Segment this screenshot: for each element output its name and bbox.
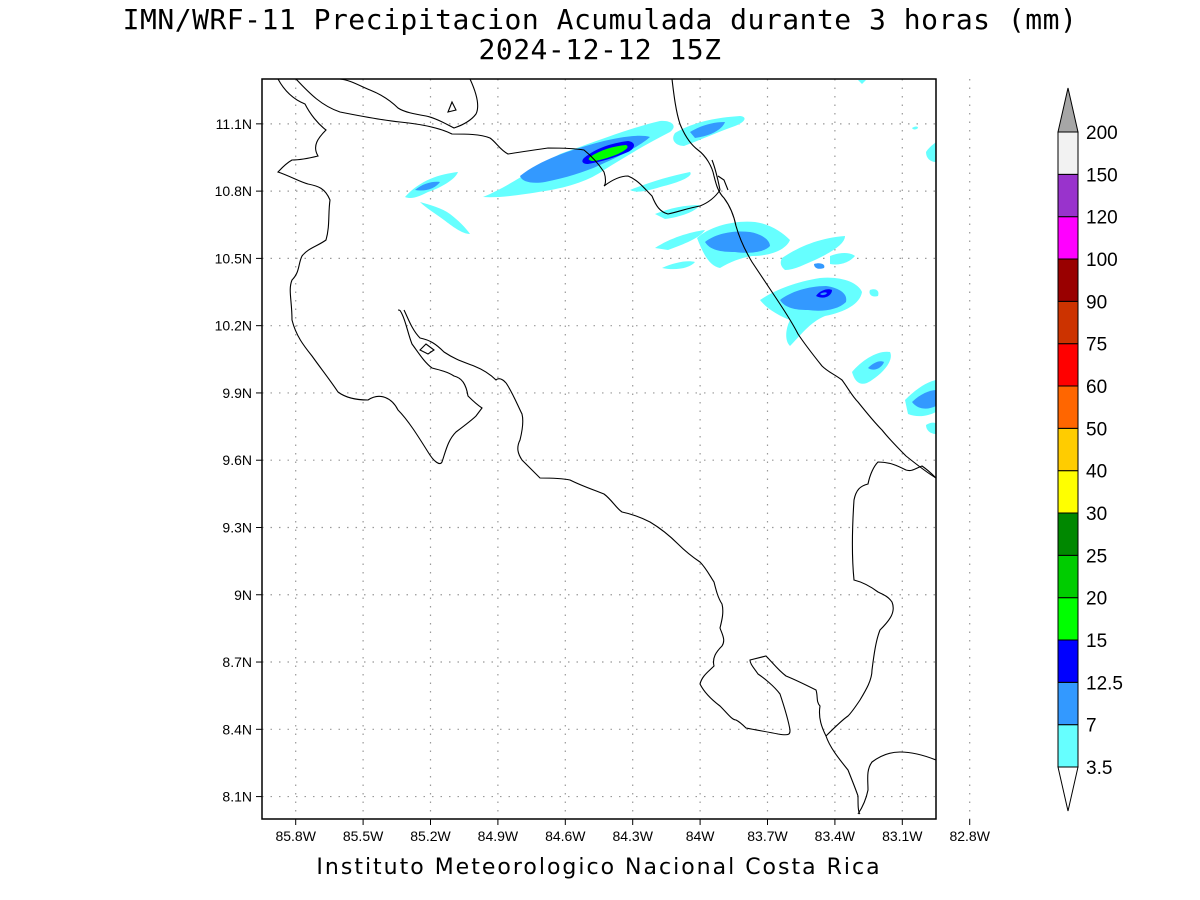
colorbar-level-label: 20 — [1086, 589, 1107, 610]
caribbean-coast — [671, 79, 936, 479]
rain-max-core-1 — [588, 145, 628, 161]
latitude-tick-label: 10.2N — [215, 318, 252, 334]
colorbar-level-label: 60 — [1086, 377, 1107, 398]
rain-band-central-5 — [869, 289, 879, 297]
longitude-tick-label: 84.6W — [545, 828, 586, 844]
longitude-tick-label: 82.8W — [949, 828, 990, 844]
latitude-tick-label: 9.3N — [222, 519, 252, 535]
rain-core-8 — [912, 390, 936, 409]
latitude-tick-label: 9N — [234, 587, 252, 603]
colorbar-level-label: 12.5 — [1086, 673, 1123, 694]
colorbar-swatch — [1057, 427, 1079, 472]
longitude-tick-label: 84.9W — [478, 828, 519, 844]
longitude-tick-label: 85.5W — [343, 828, 384, 844]
rain-band-central-3 — [830, 253, 855, 265]
latitude-tick-label: 11.1N — [216, 116, 252, 132]
longitude-tick-label: 85.8W — [275, 828, 316, 844]
colorbar-level-label: 50 — [1086, 419, 1107, 440]
osa-peninsula — [825, 461, 936, 737]
southern-border — [857, 751, 936, 815]
latitude-tick-labels: 11.1N 10.8N 10.5N 10.2N 9.9N 9.6N 9.3N 9N 8.7N 8.… — [215, 116, 262, 805]
colorbar-swatch — [1057, 512, 1079, 556]
colorbar-level-label: 200 — [1086, 123, 1118, 144]
rain-band-east-5 — [912, 126, 918, 130]
map-title: IMN/WRF-11 Precipitacion Acumulada duran… — [122, 3, 1078, 36]
map-frame — [261, 78, 937, 820]
latitude-tick-label: 9.6N — [222, 452, 252, 468]
rain-core-4 — [705, 231, 770, 253]
rain-core-3 — [690, 122, 725, 138]
colorbar-swatch — [1057, 724, 1079, 768]
longitude-tick-label: 83.7W — [747, 828, 788, 844]
colorbar-swatch — [1057, 300, 1079, 345]
rain-core-6 — [814, 263, 825, 269]
colorbar-swatch — [1057, 597, 1079, 641]
colorbar-swatch — [1057, 131, 1079, 175]
colorbar-bottom-arrow — [1057, 766, 1079, 812]
nicaragua-north-coast — [339, 79, 479, 129]
map-footer-credit: Instituto Meteorologico Nacional Costa R… — [316, 855, 882, 880]
latitude-tick-label: 10.5N — [215, 250, 252, 266]
longitude-tick-label: 84W — [686, 828, 716, 844]
latitude-tick-label: 10.8N — [215, 183, 252, 199]
colorbar-swatch — [1057, 639, 1079, 683]
colorbar-swatch — [1057, 554, 1079, 599]
colorbar-legend: 3.5 7 12.5 15 20 25 30 40 50 60 75 90 100 120 150 200 — [1057, 87, 1123, 812]
nicaragua-border — [295, 79, 721, 215]
map-gridlines — [262, 79, 971, 819]
colorbar-swatch — [1057, 258, 1079, 302]
rain-band-north-7 — [655, 230, 705, 250]
colorbar-level-label: 90 — [1086, 292, 1107, 313]
chira-island — [419, 343, 435, 355]
rain-band-north-8 — [662, 261, 695, 270]
river-outlet — [717, 175, 729, 191]
precipitation-field — [405, 80, 936, 434]
colorbar-level-label: 150 — [1086, 165, 1118, 186]
colorbar-level-label: 15 — [1086, 631, 1107, 652]
rain-band-east-3 — [926, 422, 936, 434]
colorbar-level-label: 40 — [1086, 462, 1107, 483]
colorbar-top-arrow — [1057, 87, 1079, 133]
rain-band-east-4 — [926, 142, 936, 162]
rain-max-center-2 — [820, 292, 827, 296]
colorbar-level-label: 25 — [1086, 546, 1107, 567]
island-shape — [447, 100, 457, 113]
coastline-and-borders — [276, 79, 936, 815]
latitude-tick-label: 8.7N — [222, 654, 252, 670]
longitude-tick-label: 83.4W — [815, 828, 856, 844]
nicaragua-lake-coast — [276, 79, 483, 465]
latitude-tick-label: 8.1N — [222, 789, 252, 805]
colorbar-level-label: 3.5 — [1086, 758, 1112, 779]
rain-core-1 — [415, 181, 440, 191]
rain-band-north-2 — [420, 202, 470, 234]
longitude-tick-label: 84.3W — [612, 828, 653, 844]
colorbar-swatch — [1057, 343, 1079, 387]
nicoya-gulf-coast — [403, 309, 861, 815]
colorbar-swatch — [1057, 216, 1079, 260]
latitude-tick-label: 8.4N — [222, 721, 252, 737]
longitude-tick-labels: 85.8W 85.5W 85.2W 84.9W 84.6W 84.3W 84W 83.7W 83… — [275, 819, 991, 844]
colorbar-level-label: 75 — [1086, 335, 1107, 356]
colorbar-swatch — [1057, 385, 1079, 429]
rain-core-7 — [868, 361, 884, 370]
rain-band-north-5 — [630, 172, 691, 192]
longitude-tick-label: 83.1W — [882, 828, 923, 844]
longitude-tick-label: 85.2W — [410, 828, 451, 844]
colorbar-swatch — [1057, 470, 1079, 514]
latitude-tick-label: 9.9N — [222, 385, 252, 401]
rain-band-central-2 — [780, 236, 845, 270]
colorbar-swatch — [1057, 681, 1079, 726]
colorbar-level-label: 100 — [1086, 250, 1118, 271]
colorbar-swatch — [1057, 173, 1079, 218]
colorbar-level-label: 30 — [1086, 504, 1107, 525]
colorbar-level-label: 120 — [1086, 208, 1118, 229]
map-subtitle-datetime: 2024-12-12 15Z — [478, 33, 722, 66]
rain-band-east-6 — [858, 80, 866, 84]
colorbar-level-label: 7 — [1086, 716, 1097, 737]
